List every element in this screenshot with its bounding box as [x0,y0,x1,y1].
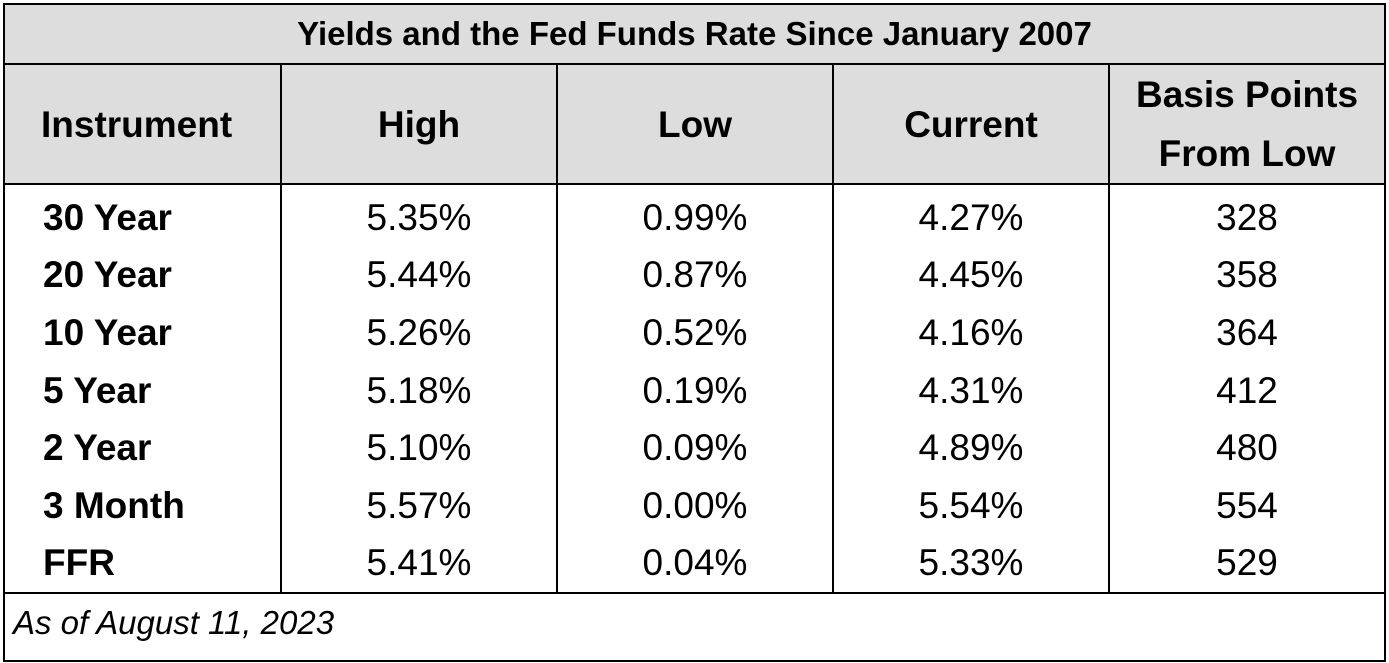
header-low-label: Low [658,103,732,145]
cell-high: 5.10% [281,419,558,477]
cell-high: 5.57% [281,476,558,535]
cell-instrument: 10 Year [5,304,282,362]
cell-instrument: 30 Year [5,184,282,247]
yields-table: Yields and the Fed Funds Rate Since Janu… [5,5,1385,595]
cell-basis-points: 328 [1216,196,1278,238]
cell-current: 4.27% [833,184,1110,247]
cell-high: 5.41% [281,534,558,595]
header-high-label: High [377,103,461,145]
cell-current: 5.54% [833,476,1110,535]
cell-high: 5.35% [281,184,558,247]
header-high: High [281,64,558,185]
table-row: 3 Month 5.57% 0.00% 5.54% 554 [5,476,1384,535]
cell-basis-points: 358 [1216,254,1278,296]
cell-instrument: 20 Year [5,246,282,305]
cell-low: 0.99% [557,184,834,247]
cell-basis-points: 412 [1216,369,1278,411]
cell-instrument: 3 Month [5,476,282,535]
cell-current: 4.31% [833,361,1110,420]
title-row: Yields and the Fed Funds Rate Since Janu… [5,5,1385,65]
cell-current: 4.16% [833,304,1110,362]
cell-low: 0.87% [557,246,834,305]
cell-high: 5.18% [281,361,558,420]
cell-basis-points: 529 [1109,534,1385,595]
cell-basis-points: 364 [1216,311,1278,353]
header-basis-points-line1: Basis Points [1135,74,1359,115]
table-row: 30 Year 5.35% 0.99% 4.27% 328 [5,184,1384,247]
header-current: Current [833,64,1110,185]
header-low: Low [557,64,834,185]
cell-basis-points: 554 [1216,484,1278,526]
cell-high: 5.44% [281,246,558,305]
cell-high: 5.26% [281,304,558,362]
table-row: 5 Year 5.18% 0.19% 4.31% 412 [5,361,1384,420]
table-row: 20 Year 5.44% 0.87% 4.45% 358 [5,246,1384,305]
cell-instrument: FFR [5,534,282,595]
cell-instrument: 5 Year [5,361,282,420]
table-row: 2 Year 5.10% 0.09% 4.89% 480 [5,419,1384,477]
cell-current: 5.33% [833,534,1110,595]
header-basis-points-line2: From Low [1158,133,1336,174]
cell-instrument: 2 Year [5,419,282,477]
cell-current: 4.89% [833,419,1110,477]
header-instrument-label: Instrument [41,103,233,145]
header-current-label: Current [904,103,1038,145]
table-frame: Yields and the Fed Funds Rate Since Janu… [3,3,1386,662]
footnote: As of August 11, 2023 [13,604,335,642]
header-instrument: Instrument [5,64,282,185]
cell-low: 0.09% [557,419,834,477]
table-title: Yields and the Fed Funds Rate Since Janu… [5,5,1385,65]
header-row: Instrument High Low Current Basis Points… [5,64,1385,185]
cell-low: 0.00% [557,476,834,535]
table-row: FFR 5.41% 0.04% 5.33% 529 [5,534,1385,595]
cell-low: 0.04% [557,534,834,595]
header-basis-points: Basis Points From Low [1109,64,1385,185]
cell-basis-points: 480 [1216,427,1278,469]
table-row: 10 Year 5.26% 0.52% 4.16% 364 [5,304,1384,362]
cell-low: 0.52% [557,304,834,362]
cell-current: 4.45% [833,246,1110,305]
cell-low: 0.19% [557,361,834,420]
